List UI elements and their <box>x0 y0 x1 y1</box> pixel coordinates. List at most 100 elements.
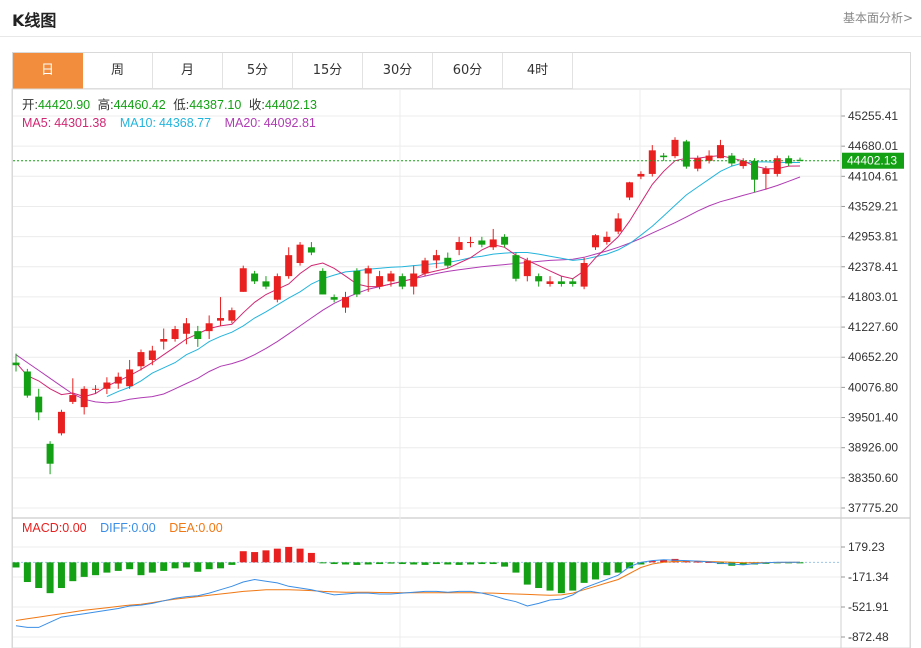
candle-body <box>376 276 384 287</box>
macd-bar <box>591 562 599 580</box>
macd-bar <box>364 562 372 565</box>
candle-body <box>535 276 543 282</box>
candle-body <box>648 150 656 174</box>
macd-bar <box>228 562 236 565</box>
macd-bar <box>57 562 65 589</box>
y-tick-label: 39501.40 <box>848 411 898 425</box>
candle-body <box>716 145 724 159</box>
candle-body <box>705 155 713 161</box>
macd-bar <box>660 559 668 563</box>
candle-body <box>205 323 213 332</box>
candle-body <box>342 297 350 308</box>
macd-bar <box>307 552 315 563</box>
candle-body <box>444 257 452 266</box>
macd-bar <box>92 562 100 576</box>
candle-body <box>194 331 202 340</box>
macd-bar <box>273 548 281 563</box>
macd-bar <box>251 552 259 563</box>
macd-bar <box>466 562 474 565</box>
candle-body <box>285 255 293 277</box>
candle-body <box>387 273 395 282</box>
dea-label: DEA: <box>169 521 198 535</box>
diff-value: 0.00 <box>131 521 155 535</box>
macd-bar <box>148 562 156 573</box>
macd-info: MACD:0.00 DIFF:0.00 DEA:0.00 <box>22 521 223 535</box>
open-value: 44420.90 <box>38 98 90 112</box>
candle-body <box>46 443 54 464</box>
ma20-value: 44092.81 <box>264 116 316 130</box>
macd-bar <box>421 562 429 565</box>
ma10-value: 44368.77 <box>159 116 211 130</box>
macd-bar <box>46 562 54 594</box>
ma20-label: MA20: <box>225 116 261 130</box>
candlesticks <box>12 137 804 475</box>
open-label: 开: <box>22 98 38 112</box>
macd-bar <box>12 562 20 568</box>
close-label: 收: <box>249 98 265 112</box>
macd-bar <box>796 562 804 564</box>
macd-bar <box>489 562 497 565</box>
high-value: 44460.42 <box>114 98 166 112</box>
candle-body <box>614 218 622 232</box>
low-label: 低: <box>173 98 189 112</box>
chart-grid <box>11 88 911 648</box>
candle-body <box>591 235 599 248</box>
candle-body <box>523 260 531 277</box>
macd-bar <box>614 562 622 573</box>
tab-2[interactable]: 月 <box>153 53 223 89</box>
tab-7[interactable]: 4时 <box>503 53 573 89</box>
tab-0[interactable]: 日 <box>13 53 83 89</box>
tab-6[interactable]: 60分 <box>433 53 503 89</box>
macd-tick-label: -171.34 <box>848 570 889 584</box>
high-label: 高: <box>98 97 114 112</box>
macd-bar <box>330 562 338 565</box>
macd-bar <box>160 562 168 571</box>
current-price-label: 44402.13 <box>847 154 897 168</box>
period-tabs: 日周月 5分 15分 30分 60分 4时 <box>13 53 573 89</box>
chart-frame <box>11 88 911 648</box>
candle-body <box>557 281 565 284</box>
candle-body <box>455 242 463 250</box>
y-tick-label: 43529.21 <box>848 199 898 213</box>
candle-body <box>35 396 43 413</box>
candle-body <box>92 388 100 390</box>
y-tick-label: 44680.01 <box>848 139 898 153</box>
candle-body <box>637 173 645 177</box>
macd-bar <box>523 562 531 585</box>
macd-bar <box>205 562 213 570</box>
candle-body <box>580 263 588 287</box>
macd-bar <box>478 562 486 565</box>
candle-body <box>432 255 440 261</box>
page-header: K线图 基本面分析> <box>0 0 921 37</box>
macd-lines <box>15 559 801 628</box>
macd-bar <box>432 562 440 565</box>
candle-body <box>398 276 406 287</box>
candle-body <box>228 310 236 321</box>
macd-bar <box>217 562 225 569</box>
y-tick-label: 41227.60 <box>848 320 898 334</box>
candle-body <box>728 155 736 164</box>
dea-value: 0.00 <box>198 521 222 535</box>
macd-tick-label: -521.91 <box>848 600 889 614</box>
dea-line <box>15 560 801 621</box>
y-tick-label: 42953.81 <box>848 230 898 244</box>
macd-bar <box>398 562 406 565</box>
macd-value: 0.00 <box>62 521 86 535</box>
close-value: 44402.13 <box>265 98 317 112</box>
candle-body <box>603 236 611 243</box>
candle-body <box>296 244 304 264</box>
macd-bar <box>353 562 361 565</box>
candle-body <box>626 182 634 198</box>
macd-bar <box>739 562 747 565</box>
macd-bar <box>535 562 543 589</box>
fundamental-analysis-link[interactable]: 基本面分析> <box>842 11 913 25</box>
tab-4[interactable]: 15分 <box>293 53 363 89</box>
page-title: K线图 <box>12 11 57 30</box>
ma5-line <box>15 155 801 398</box>
candle-body <box>12 362 20 366</box>
macd-bar <box>626 562 634 569</box>
candle-body <box>307 247 315 253</box>
y-tick-label: 38926.00 <box>848 441 898 455</box>
y-tick-label: 45255.41 <box>848 109 898 123</box>
macd-bar <box>637 562 645 565</box>
